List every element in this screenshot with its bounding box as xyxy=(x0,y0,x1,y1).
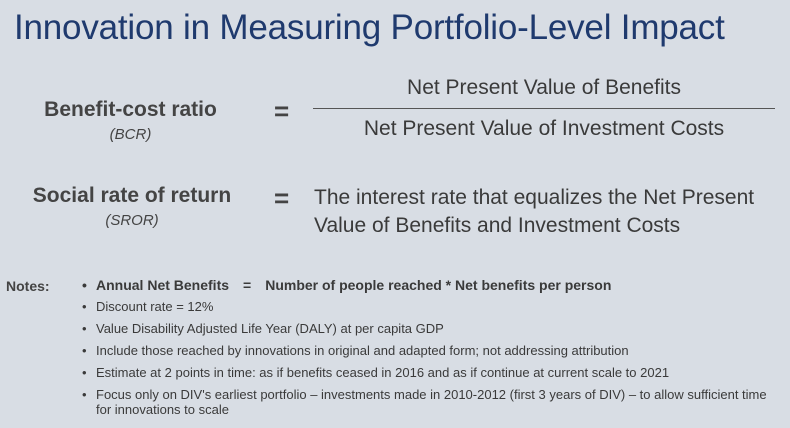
sror-term: Social rate of return (SROR) xyxy=(12,184,252,229)
bullet-icon: • xyxy=(82,299,87,314)
notes-label: Notes: xyxy=(6,278,50,294)
bullet-icon: • xyxy=(82,387,87,402)
sror-equals-sign: = xyxy=(274,183,290,213)
note-text: Value Disability Adjusted Life Year (DAL… xyxy=(96,321,444,336)
note-item-annual-net-benefits: • Annual Net Benefits = Number of people r… xyxy=(82,278,782,293)
fraction-line xyxy=(313,108,775,109)
bullet-icon: • xyxy=(82,343,87,358)
note-item: • Include those reached by innovations i… xyxy=(82,343,782,358)
bcr-term-label: Benefit-cost ratio xyxy=(44,98,217,121)
page-title: Innovation in Measuring Portfolio-Level … xyxy=(14,8,725,47)
bcr-fraction: Net Present Value of Benefits Net Presen… xyxy=(313,76,775,141)
note-equals-sign: = xyxy=(243,277,252,293)
note-annual-net-benefits-formula: Number of people reached * Net benefits … xyxy=(265,277,612,293)
note-item: • Estimate at 2 points in time: as if be… xyxy=(82,365,782,380)
bcr-abbreviation: (BCR) xyxy=(109,126,152,143)
note-item: • Value Disability Adjusted Life Year (D… xyxy=(82,321,782,336)
bcr-equals-sign: = xyxy=(274,96,290,126)
bcr-denominator: Net Present Value of Investment Costs xyxy=(363,117,725,140)
bcr-numerator: Net Present Value of Benefits xyxy=(407,76,681,99)
note-text: Focus only on DIV's earliest portfolio –… xyxy=(96,387,767,417)
note-text: Estimate at 2 points in time: as if bene… xyxy=(96,365,670,380)
sror-abbreviation: (SROR) xyxy=(105,212,159,229)
bullet-icon: • xyxy=(82,365,87,380)
notes-list: • Annual Net Benefits = Number of people r… xyxy=(82,278,782,424)
note-item: • Focus only on DIV's earliest portfolio… xyxy=(82,387,782,417)
bcr-term: Benefit-cost ratio (BCR) xyxy=(28,98,233,143)
note-item: • Discount rate = 12% xyxy=(82,299,782,314)
sror-term-label: Social rate of return xyxy=(32,184,232,207)
sror-definition-line-1: The interest rate that equalizes the Net… xyxy=(314,186,755,209)
sror-definition: The interest rate that equalizes the Net… xyxy=(314,184,790,240)
note-text: Discount rate = 12% xyxy=(96,299,214,314)
bullet-icon: • xyxy=(82,277,87,293)
sror-definition-line-2: Value of Benefits and Investment Costs xyxy=(314,214,681,237)
bullet-icon: • xyxy=(82,321,87,336)
note-annual-net-benefits-label: Annual Net Benefits xyxy=(96,277,230,293)
note-text: Include those reached by innovations in … xyxy=(96,343,629,358)
